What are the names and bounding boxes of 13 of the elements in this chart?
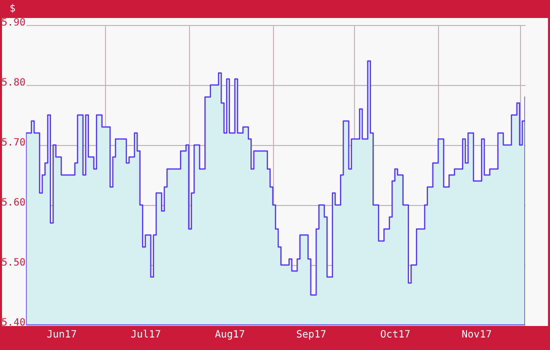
x-tick-label: Jun17	[46, 330, 77, 340]
x-tick-label: Jul17	[130, 330, 161, 340]
y-tick-label: 5.80	[1, 78, 26, 88]
x-tick-label: Nov17	[462, 330, 492, 340]
x-tick-label: Aug17	[214, 330, 245, 340]
y-tick-label: 5.70	[1, 138, 26, 148]
y-tick-label: 5.50	[1, 258, 26, 268]
x-tick-label: Oct17	[380, 330, 410, 340]
y-tick-label: 5.60	[1, 198, 26, 208]
y-axis-title: $	[9, 4, 16, 14]
y-tick-label: 5.40	[1, 318, 26, 328]
y-tick-label: 5.90	[1, 18, 26, 28]
x-tick-label: Sep17	[296, 330, 326, 340]
